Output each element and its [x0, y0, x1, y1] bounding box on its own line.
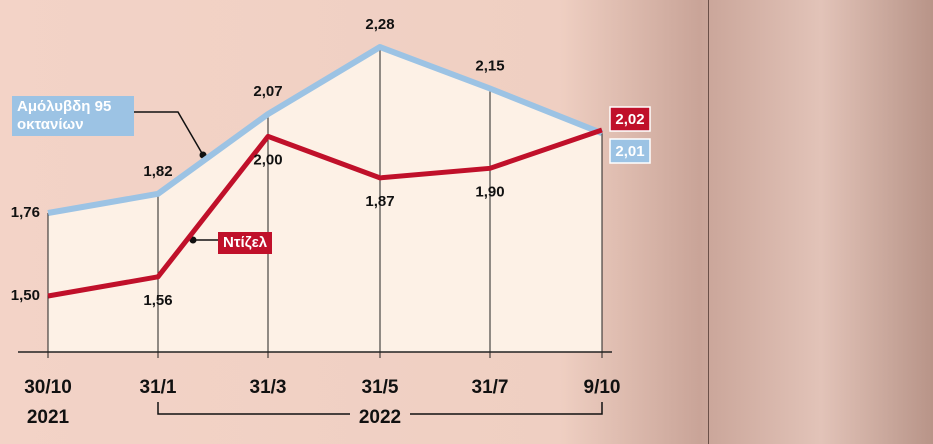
x-tick-label: 31/5 — [362, 377, 399, 398]
value-label: 2,02 — [615, 111, 644, 128]
x-tick-label: 31/1 — [140, 377, 177, 398]
chart: 30/10 31/1 31/3 31/5 31/7 9/10 2021 2022 1,76 1,8… — [0, 0, 933, 444]
legend-leader — [124, 112, 203, 155]
range-label: 2022 — [359, 407, 401, 428]
x-tick-label: 9/10 — [584, 377, 621, 398]
legend-label: Ντίζελ — [218, 232, 272, 254]
value-label: 1,82 — [143, 163, 172, 180]
year-label: 2021 — [27, 407, 70, 428]
plot: 30/10 31/1 31/3 31/5 31/7 9/10 2021 2022 1,76 1,8… — [0, 0, 933, 444]
legend-label: Αμόλυβδη 95 οκτανίων — [12, 96, 134, 136]
value-label: 2,00 — [253, 151, 282, 168]
x-tick-label: 31/7 — [472, 377, 509, 398]
value-label: 1,50 — [11, 287, 40, 304]
value-label: 1,76 — [11, 204, 40, 221]
x-tick-label: 30/10 — [24, 377, 72, 398]
value-label: 2,15 — [475, 57, 504, 74]
value-label: 1,87 — [365, 193, 394, 210]
value-label: 2,28 — [365, 16, 394, 33]
value-label: 1,90 — [475, 183, 504, 200]
photo-divider — [708, 0, 709, 444]
value-label: 2,07 — [253, 83, 282, 100]
x-tick-label: 31/3 — [250, 377, 287, 398]
value-label: 2,01 — [615, 143, 644, 160]
value-label: 1,56 — [143, 292, 172, 309]
